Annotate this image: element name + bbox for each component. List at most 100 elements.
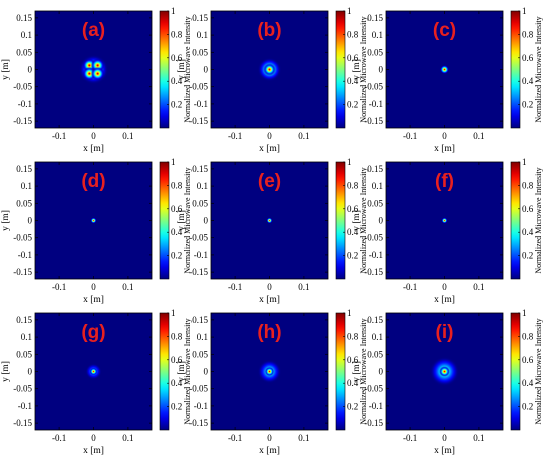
colorbar-tick-label: 1 [347,308,352,318]
heatmap-spots [266,217,273,224]
panel-label: (g) [81,322,105,343]
colorbar-label: Normalized Microwave Intensity [359,167,368,273]
x-axis-label: x [m] [259,295,280,305]
colorbar-tick-label: 0.8 [347,29,359,39]
colorbar-tick-label: 0.6 [171,355,183,365]
colorbar-tick-label: 0.2 [522,251,533,261]
x-axis-label: x [m] [83,295,104,305]
x-tick-label: -0.1 [403,131,417,141]
heatmap-spots [78,54,109,85]
colorbar [335,161,346,280]
colorbar-tick-label: 0.6 [522,53,534,63]
y-tick-label: 0.05 [367,349,383,359]
heatmap-spots [85,363,102,380]
y-tick-label: 0.05 [367,47,383,57]
colorbar-tick-label: 0.4 [171,76,183,86]
colorbar-tick-label: 0.4 [522,227,534,237]
colorbar-tick-label: 0.2 [347,402,358,412]
colorbar-tick-label: 0.2 [522,100,533,110]
colorbar-tick-label: 1 [347,6,352,16]
y-tick-label: -0.1 [369,401,383,411]
y-tick-label: 0.1 [21,181,32,191]
heatmap-spot [441,217,448,224]
heatmap-spot [90,217,97,224]
x-tick-label: 0.1 [298,282,309,292]
panel-label: (e) [258,171,281,192]
colorbar [510,312,521,431]
heatmap-spots [441,217,448,224]
y-tick-label: 0.1 [197,332,208,342]
y-tick-label: -0.15 [364,418,383,428]
colorbar-tick-label: 0.2 [347,251,358,261]
x-axis-label: x [m] [83,144,104,154]
panel-b: 0.15 0.1 0.05 0 -0.05 -0.1 -0.15 -0.1 0 0.1 x [m] y… [177,6,368,154]
y-tick-label: -0.15 [13,116,32,126]
y-tick-label: -0.1 [194,401,208,411]
y-axis-label: y [m] [177,210,187,231]
y-tick-label: -0.05 [13,82,32,92]
x-axis-label: x [m] [434,144,455,154]
panel-e: 0.15 0.1 0.05 0 -0.05 -0.1 -0.15 -0.1 0 0.1 x [m] y… [177,157,368,305]
x-tick-label: -0.1 [52,131,66,141]
panel-g: 0.15 0.1 0.05 0 -0.05 -0.1 -0.15 -0.1 0 0.1 x [m] y… [1,308,192,456]
colorbar-tick-label: 0.4 [347,76,359,86]
heatmap-spot [264,366,275,377]
y-tick-label: 0.05 [16,47,32,57]
y-tick-label: 0.1 [21,30,32,40]
heatmap-spots [439,64,450,75]
colorbar-label: Normalized Microwave Intensity [183,318,192,424]
x-axis-label: x [m] [259,446,280,456]
x-tick-label: 0.1 [298,433,309,443]
panel-label: (b) [257,20,281,41]
y-tick-label: 0 [28,367,33,377]
x-tick-label: -0.1 [228,131,242,141]
y-tick-label: 0.1 [372,181,383,191]
heatmap-spot [90,66,105,81]
colorbar-tick-label: 0.2 [171,100,182,110]
y-tick-label: -0.15 [364,116,383,126]
y-tick-label: 0.15 [367,164,383,174]
x-tick-label: 0.1 [122,131,133,141]
x-axis-label: x [m] [83,446,104,456]
y-tick-label: 0.15 [192,315,208,325]
x-tick-label: 0 [91,433,96,443]
colorbar-label: Normalized Microwave Intensity [359,16,368,122]
y-tick-label: 0.1 [197,30,208,40]
y-tick-label: 0.05 [16,349,32,359]
y-tick-label: 0.15 [367,13,383,23]
y-tick-label: 0 [379,216,384,226]
colorbar-tick-label: 0.4 [171,378,183,388]
colorbar-tick-label: 1 [171,157,176,167]
y-axis-label: y [m] [1,361,11,382]
heatmap-spots [429,356,460,387]
panel-d: 0.15 0.1 0.05 0 -0.05 -0.1 -0.15 -0.1 0 0.1 x [m] y… [1,157,192,305]
x-axis-label: x [m] [259,144,280,154]
x-tick-label: -0.1 [403,282,417,292]
x-tick-label: -0.1 [403,433,417,443]
x-tick-label: 0 [91,131,96,141]
x-tick-label: 0 [91,282,96,292]
heatmap-spot [439,64,450,75]
colorbar-label: Normalized Microwave Intensity [183,167,192,273]
colorbar-tick-label: 0.8 [171,180,183,190]
colorbar [510,161,521,280]
panel-label: (i) [436,322,454,343]
colorbar-tick-label: 0.6 [347,355,359,365]
panel-a: 0.15 0.1 0.05 0 -0.05 -0.1 -0.15 -0.1 0 0.1 x [m] y… [1,6,192,154]
y-axis-label: y [m] [177,361,187,382]
y-tick-label: 0 [28,216,33,226]
colorbar-tick-label: 0.6 [522,355,534,365]
colorbar [335,312,346,431]
y-tick-label: 0.1 [197,181,208,191]
colorbar-tick-label: 1 [171,308,176,318]
x-tick-label: 0.1 [122,282,133,292]
colorbar-tick-label: 0.4 [171,227,183,237]
y-tick-label: -0.05 [364,233,383,243]
x-axis-label: x [m] [434,295,455,305]
y-tick-label: -0.05 [189,233,208,243]
x-axis-label: x [m] [434,446,455,456]
colorbar-tick-label: 0.6 [171,53,183,63]
y-tick-label: 0.1 [372,332,383,342]
y-axis-label: y [m] [1,59,11,80]
y-tick-label: -0.1 [369,250,383,260]
